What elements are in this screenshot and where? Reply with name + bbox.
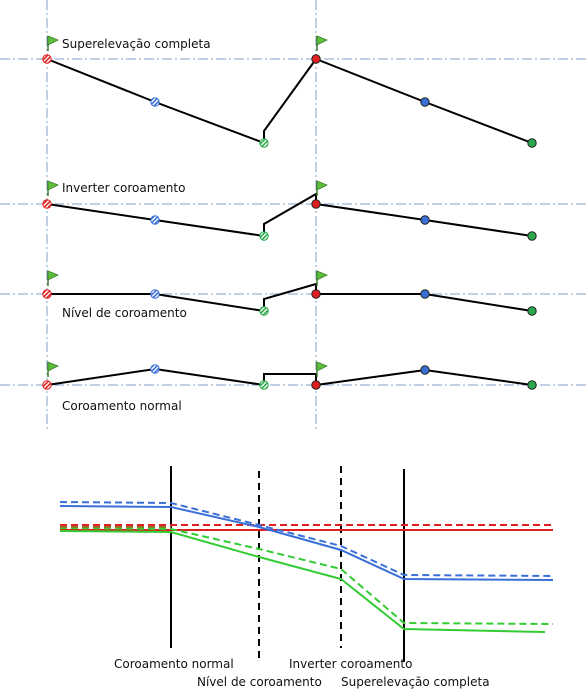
section-3-point-left-edge xyxy=(42,289,52,299)
section-superelevacao-completa: Superelevação completa xyxy=(46,37,533,144)
green-profile-dashed xyxy=(59,527,554,625)
blue-profile-dashed xyxy=(59,501,554,577)
section-4-point-left-edge xyxy=(42,380,52,390)
section-4-label: Coroamento normal xyxy=(62,399,182,413)
superelevation-profile: Coroamento normal Nível de coroamento In… xyxy=(59,466,554,689)
section-2-point-right-mid xyxy=(420,215,430,225)
section-3-label: Nível de coroamento xyxy=(62,306,187,320)
section-3-point-right-mid xyxy=(420,289,430,299)
section-nivel-de-coroamento: Nível de coroamento xyxy=(47,282,533,320)
blue-profile-solid xyxy=(59,505,554,581)
section-1-point-left-mid xyxy=(150,97,160,107)
section-1-point-right-mid xyxy=(420,97,430,107)
point-markers xyxy=(42,54,537,390)
section-4-point-right-edge xyxy=(311,380,321,390)
section-2-break xyxy=(263,192,317,236)
station-label-inverter-coroamento: Inverter coroamento xyxy=(289,657,412,671)
section-2-point-right-edge xyxy=(311,199,321,209)
station-label-superelevacao-completa: Superelevação completa xyxy=(341,675,490,689)
section-3-point-right-edge xyxy=(311,289,321,299)
section-inverter-coroamento: Inverter coroamento xyxy=(46,181,533,237)
section-coroamento-normal: Coroamento normal xyxy=(46,367,533,413)
flag-icon xyxy=(316,270,328,286)
section-1-break xyxy=(263,58,317,143)
flag-icon xyxy=(316,35,328,51)
flag-markers xyxy=(47,35,328,377)
section-4-point-right-inner xyxy=(527,380,537,390)
section-4-point-left-mid xyxy=(150,364,160,374)
section-3-point-left-inner xyxy=(259,306,269,316)
flag-icon xyxy=(47,270,59,286)
section-1-point-right-inner xyxy=(527,138,537,148)
section-2-point-left-edge xyxy=(42,199,52,209)
section-1-point-left-edge xyxy=(42,54,52,64)
section-2-label: Inverter coroamento xyxy=(62,181,185,195)
flag-icon xyxy=(47,180,59,196)
section-4-break xyxy=(263,373,317,385)
station-label-coroamento-normal: Coroamento normal xyxy=(114,657,234,671)
flag-icon xyxy=(47,35,59,51)
station-label-nivel-de-coroamento: Nível de coroamento xyxy=(197,675,322,689)
section-3-point-left-mid xyxy=(150,289,160,299)
section-1-point-left-inner xyxy=(259,138,269,148)
section-2-point-left-mid xyxy=(150,215,160,225)
section-3-break xyxy=(263,282,317,311)
section-1-point-right-edge xyxy=(311,54,321,64)
section-4-point-left-inner xyxy=(259,380,269,390)
flag-icon xyxy=(316,361,328,377)
section-2-point-right-inner xyxy=(527,231,537,241)
section-1-label: Superelevação completa xyxy=(62,37,211,51)
section-4-point-right-mid xyxy=(420,365,430,375)
green-profile-solid xyxy=(59,530,546,633)
flag-icon xyxy=(316,180,328,196)
flag-icon xyxy=(47,361,59,377)
section-2-point-left-inner xyxy=(259,231,269,241)
section-3-point-right-inner xyxy=(527,306,537,316)
